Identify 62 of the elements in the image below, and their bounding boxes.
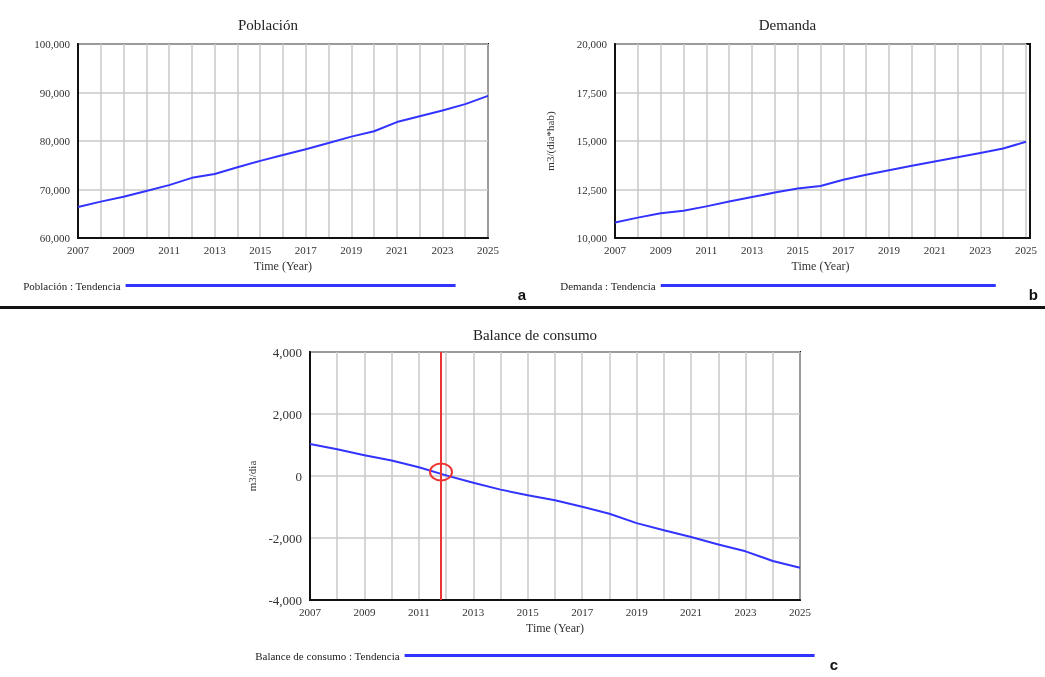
x-tick-label: 2007 [67,243,90,256]
x-tick-label: 2013 [741,243,764,256]
x-tick-label: 2023 [969,243,992,256]
x-tick-label: 2023 [431,243,454,256]
line-series [77,94,489,208]
y-tick-label: 100,000 [34,38,71,50]
chart-title: Población [238,16,299,33]
x-tick-label: 2009 [353,605,376,618]
text: a [517,286,527,303]
y-tick-label: 12,500 [576,183,608,196]
text: Balance de consumo : Tendencia [255,649,400,662]
x-tick-label: 2009 [112,243,136,256]
y-tick-label: 0 [295,468,302,484]
y-tick-label: 10,000 [576,232,608,244]
x-tick-label: 2017 [571,605,594,618]
x-tick-label: 2011 [408,605,430,618]
y-tick-label: 90,000 [39,86,71,99]
y-tick-label: 15,000 [576,135,608,147]
x-tick-label: 2023 [734,605,758,618]
x-tick-label: 2021 [385,243,408,256]
x-tick-label: 2011 [158,243,180,256]
y-tick-label: 80,000 [39,135,71,147]
y-tick-label: 20,000 [576,38,608,50]
chart-title: Demanda [758,16,817,33]
line-series [309,443,801,569]
x-tick-label: 2017 [832,243,855,256]
chart-title: Balance de consumo [472,326,598,343]
x-tick-label: 2025 [477,243,500,256]
x-tick-label: 2021 [923,243,946,256]
x-tick-label: 2019 [878,243,901,256]
text: Demanda : Tendencia [560,279,656,292]
y-tick-label: 2,000 [272,406,302,422]
y-tick-label: 4,000 [272,344,302,360]
x-tick-label: 2021 [680,605,703,618]
x-tick-label: 2019 [625,605,649,618]
x-tick-label: 2015 [516,605,540,618]
x-tick-label: 2009 [649,243,673,256]
y-axis-title: m3/(dia*hab) [543,111,557,171]
x-tick-label: 2007 [604,243,627,256]
x-axis-title: Time (Year) [525,620,585,635]
y-tick-label: -4,000 [268,592,302,608]
x-tick-label: 2013 [203,243,227,256]
y-tick-label: 60,000 [39,232,71,244]
y-axis-title: m3/dia [246,460,259,492]
x-tick-label: 2015 [249,243,272,256]
x-tick-label: 2015 [786,243,810,256]
x-tick-label: 2025 [1015,243,1038,256]
text: c [829,656,838,673]
text: Población : Tendencia [23,279,121,292]
x-tick-label: 2011 [695,243,718,256]
x-axis-title: Time (Year) [791,258,850,273]
x-tick-label: 2017 [294,243,318,256]
line-series [614,140,1027,224]
x-tick-label: 2019 [340,243,363,256]
y-tick-label: -2,000 [268,530,302,546]
x-tick-label: 2025 [789,605,812,618]
x-tick-label: 2013 [462,605,485,618]
y-tick-label: 17,500 [576,86,608,99]
text: b [1028,286,1039,303]
x-tick-label: 2007 [299,605,322,618]
y-tick-label: 70,000 [39,183,71,196]
x-axis-title: Time (Year) [253,258,313,273]
